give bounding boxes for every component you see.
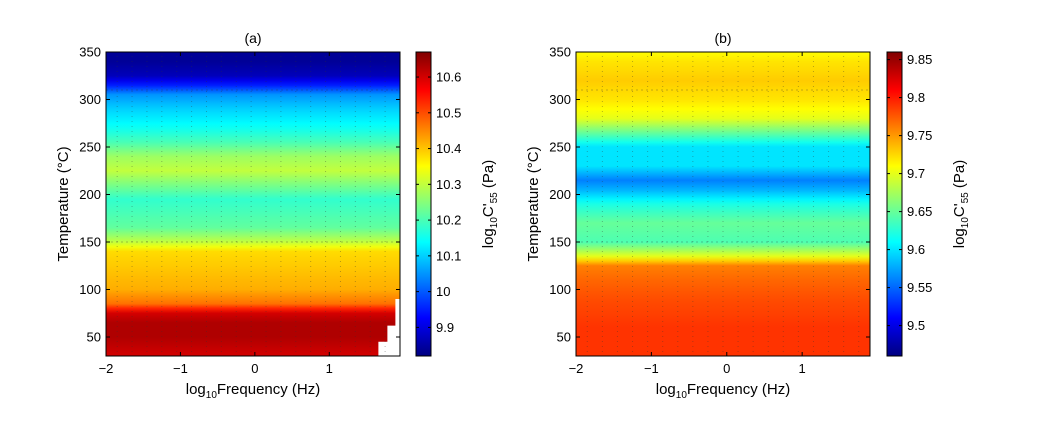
colorbar-tick-label: 9.55 (907, 280, 932, 295)
y-tick-label: 50 (87, 330, 101, 345)
colorbar-tick-label: 9.75 (907, 128, 932, 143)
y-tick-label: 200 (549, 187, 571, 202)
colorbar: 9.5 9.55 9.6 9.65 9.7 9.75 9.8 9.85 log10C'55 (P… (886, 51, 971, 357)
colorbar-tick-label: 10.1 (436, 248, 461, 263)
colorbar-title: log10C'55 (Pa) (951, 160, 971, 249)
y-tick-label: 300 (79, 92, 101, 107)
colorbar-tick-label: 9.6 (907, 242, 925, 257)
y-tick-label: 100 (549, 282, 571, 297)
x-axis-title: log10Frequency (Hz) (656, 381, 791, 401)
colorbar-scale (415, 51, 432, 357)
y-axis-title: Temperature (°C) (525, 146, 542, 261)
sample-lines (106, 56, 400, 354)
x-tick-label: −2 (99, 361, 114, 376)
chart-title: (a) (244, 30, 261, 46)
x-tick-label: −1 (173, 361, 188, 376)
colorbar-tick-label: 10.2 (436, 213, 461, 228)
colorbar-tick-label: 9.5 (907, 318, 925, 333)
y-tick-label: 350 (549, 45, 571, 60)
y-tick-label: 250 (549, 140, 571, 155)
chart-panel-1: −2 −1 0 150100150200250300350(b)log10Freque… (525, 30, 971, 401)
heatmap-field (576, 52, 870, 356)
heatmap-field (106, 52, 400, 356)
x-tick-label: 1 (799, 361, 806, 376)
colorbar-tick-label: 10 (436, 284, 450, 299)
colorbar-scale (886, 51, 903, 357)
x-tick-label: 0 (723, 361, 730, 376)
plot-frame (575, 51, 871, 357)
chart-title: (b) (714, 30, 731, 46)
y-tick-label: 100 (79, 282, 101, 297)
y-tick-label: 50 (557, 330, 571, 345)
y-tick-label: 150 (549, 235, 571, 250)
colorbar: 9.9 10 10.1 10.2 10.3 10.4 10.5 10.6 log10C'55 (… (415, 51, 500, 357)
sample-lines (576, 56, 870, 354)
x-axis-title: log10Frequency (Hz) (186, 381, 321, 401)
y-tick-label: 300 (549, 92, 571, 107)
colorbar-title: log10C'55 (Pa) (480, 160, 500, 249)
x-tick-label: −1 (644, 361, 659, 376)
y-tick-label: 350 (79, 45, 101, 60)
chart-panel-0: −2 −1 0 150100150200250300350(a)log10Freque… (55, 30, 500, 401)
colorbar-tick-label: 9.65 (907, 204, 932, 219)
colorbar-tick-label: 10.4 (436, 141, 461, 156)
x-tick-label: −2 (569, 361, 584, 376)
x-tick-label: 1 (326, 361, 333, 376)
colorbar-tick-label: 9.85 (907, 52, 932, 67)
missing-data-region (378, 112, 404, 356)
colorbar-tick-label: 9.8 (907, 90, 925, 105)
colorbar-tick-label: 10.6 (436, 70, 461, 85)
y-axis-title: Temperature (°C) (55, 146, 72, 261)
y-tick-label: 200 (79, 187, 101, 202)
plot-frame (105, 51, 401, 357)
colorbar-tick-label: 9.9 (436, 320, 454, 335)
colorbar-tick-label: 10.3 (436, 177, 461, 192)
x-tick-label: 0 (251, 361, 258, 376)
y-tick-label: 250 (79, 140, 101, 155)
colorbar-tick-label: 10.5 (436, 105, 461, 120)
colorbar-tick-label: 9.7 (907, 166, 925, 181)
y-tick-label: 150 (79, 235, 101, 250)
